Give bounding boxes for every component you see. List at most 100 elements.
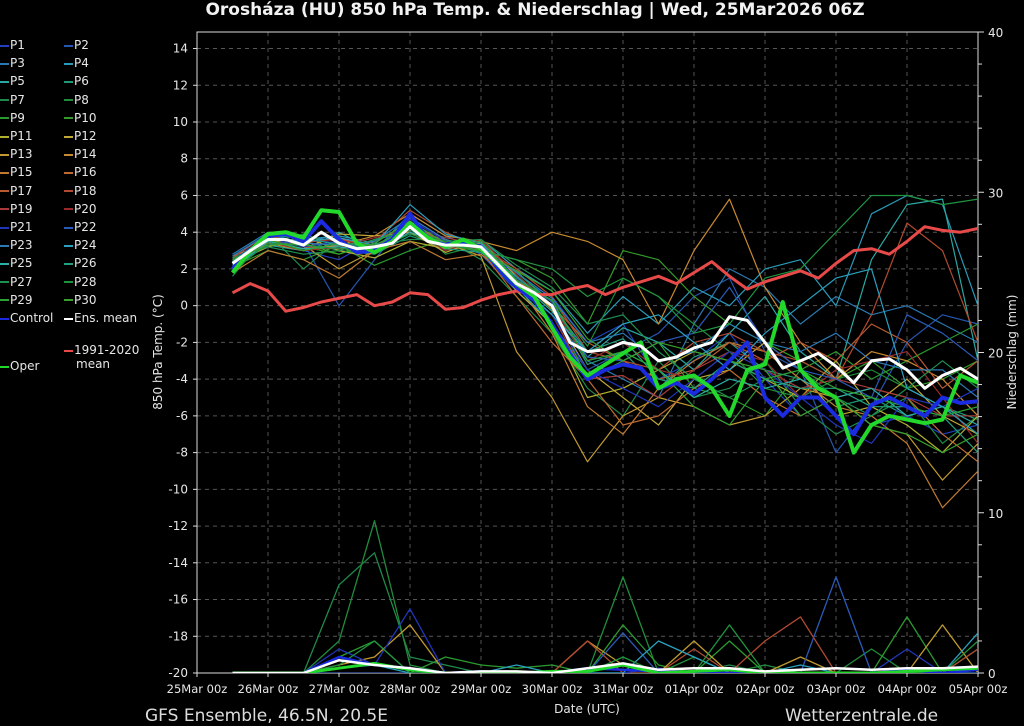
- temp-line-p29: [232, 227, 978, 426]
- legend-swatch: [0, 365, 9, 368]
- precip-line-p8: [232, 520, 978, 673]
- legend-item-p4: P4: [64, 56, 89, 70]
- legend-swatch: [64, 317, 73, 320]
- legend-swatch: [64, 99, 73, 102]
- legend-item-p26: P26: [64, 256, 97, 270]
- legend-label: P17: [10, 183, 33, 198]
- legend-item-p15: P15: [0, 165, 33, 179]
- legend-swatch: [0, 262, 9, 265]
- legend-swatch: [0, 299, 9, 302]
- y-tick-label: 0: [180, 299, 188, 313]
- x-tick-label: 02Apr 00z: [736, 682, 795, 696]
- temp-line-control: [231, 211, 978, 437]
- legend-item-p17: P17: [0, 184, 33, 198]
- legend-label: Control: [10, 311, 54, 325]
- legend-swatch: [64, 153, 73, 156]
- legend-swatch: [64, 80, 73, 83]
- legend-label: P14: [74, 147, 97, 162]
- legend-swatch: [64, 299, 73, 302]
- y-tick-label: -6: [176, 409, 188, 423]
- x-tick-label: 25Mar 00z: [167, 682, 228, 696]
- legend-swatch: [64, 135, 73, 138]
- legend-label: Ens. mean: [74, 311, 138, 325]
- legend-label: P12: [74, 129, 97, 143]
- temp-line-p27: [232, 229, 978, 417]
- legend-swatch: [0, 62, 9, 65]
- y-tick-label: -2: [176, 335, 188, 349]
- x-axis-label: Date (UTC): [554, 702, 620, 716]
- legend-item-p10: P10: [64, 111, 97, 125]
- legend-item-p23: P23: [0, 238, 33, 252]
- footer-model-location: GFS Ensemble, 46.5N, 20.5E: [145, 706, 388, 726]
- legend-label: P15: [10, 165, 33, 180]
- legend-swatch: [64, 244, 73, 247]
- legend-swatch: [0, 135, 9, 138]
- legend-swatch: [0, 80, 9, 83]
- x-tick-label: 03Apr 00z: [807, 682, 866, 696]
- legend-label: mean: [76, 357, 111, 371]
- legend-item-p20: P20: [64, 202, 97, 216]
- y2-tick-label: 0: [988, 667, 996, 681]
- y-tick-label: -20: [168, 666, 188, 680]
- legend-item-p13: P13: [0, 147, 33, 161]
- legend-label: P28: [74, 274, 97, 289]
- precip-line-p9: [232, 616, 978, 673]
- legend-label: P10: [74, 110, 97, 125]
- legend-item-p11: P11: [0, 129, 33, 143]
- legend-item-p22: P22: [64, 220, 97, 234]
- legend-swatch: [0, 171, 9, 174]
- temp-line-climate-mean: [231, 225, 978, 313]
- y-tick-label: 8: [180, 152, 188, 166]
- chart-title: Orosháza (HU) 850 hPa Temp. & Niederschl…: [205, 0, 865, 20]
- legend-item-p3: P3: [0, 56, 25, 70]
- y2-axis-label: Niederschlag (mm): [1005, 295, 1019, 410]
- legend-label: P19: [10, 201, 33, 216]
- legend-item-p30: P30: [64, 293, 97, 307]
- x-tick-label: 01Apr 00z: [665, 682, 724, 696]
- legend-item-p18: P18: [64, 184, 97, 198]
- legend-label: 1991-2020: [74, 343, 140, 357]
- temp-line-p16: [232, 229, 978, 463]
- temp-line-oper: [230, 208, 978, 455]
- legend-label: P1: [10, 38, 25, 52]
- y-tick-label: 2: [180, 262, 188, 276]
- legend-item-p2: P2: [64, 38, 89, 52]
- y-tick-label: -18: [168, 629, 188, 643]
- y-tick-label: 6: [180, 188, 188, 202]
- legend-label: P9: [10, 110, 25, 125]
- legend-item-control: Control: [0, 311, 53, 325]
- x-tick-label: 30Mar 00z: [522, 682, 583, 696]
- legend-swatch: [64, 208, 73, 211]
- precip-line-oper: [232, 661, 978, 673]
- x-tick-label: 27Mar 00z: [309, 682, 370, 696]
- legend-label: P3: [10, 56, 25, 71]
- legend-label: P27: [10, 274, 33, 289]
- y2-tick-label: 10: [988, 507, 1003, 521]
- legend-item-p27: P27: [0, 275, 33, 289]
- legend-label: P16: [74, 165, 97, 180]
- legend-item-p16: P16: [64, 165, 97, 179]
- legend-item-p9: P9: [0, 111, 25, 125]
- legend-swatch: [0, 117, 9, 120]
- legend-item-p21: P21: [0, 220, 33, 234]
- y-axis-label: 850 hPa Temp. (°C): [151, 294, 165, 410]
- legend-label: P29: [10, 292, 33, 307]
- legend-label: P22: [74, 220, 97, 234]
- x-tick-label: 26Mar 00z: [238, 682, 299, 696]
- precip-line-p21: [232, 608, 978, 673]
- footer-source: Wetterzentrale.de: [785, 706, 939, 726]
- y-tick-label: -4: [176, 372, 188, 386]
- legend-item-p1: P1: [0, 38, 25, 52]
- precip-line-ens-mean: [232, 658, 978, 673]
- legend-item-p12: P12: [64, 129, 97, 143]
- legend-label: P13: [10, 147, 33, 162]
- legend-swatch: [64, 62, 73, 65]
- y-tick-label: -10: [168, 482, 188, 496]
- legend-label: P26: [74, 256, 97, 271]
- legend-label: P30: [74, 292, 97, 307]
- precip-line-p18: [232, 616, 978, 673]
- y-tick-label: 14: [173, 42, 188, 56]
- legend-item-p19: P19: [0, 202, 33, 216]
- legend-swatch: [0, 190, 9, 193]
